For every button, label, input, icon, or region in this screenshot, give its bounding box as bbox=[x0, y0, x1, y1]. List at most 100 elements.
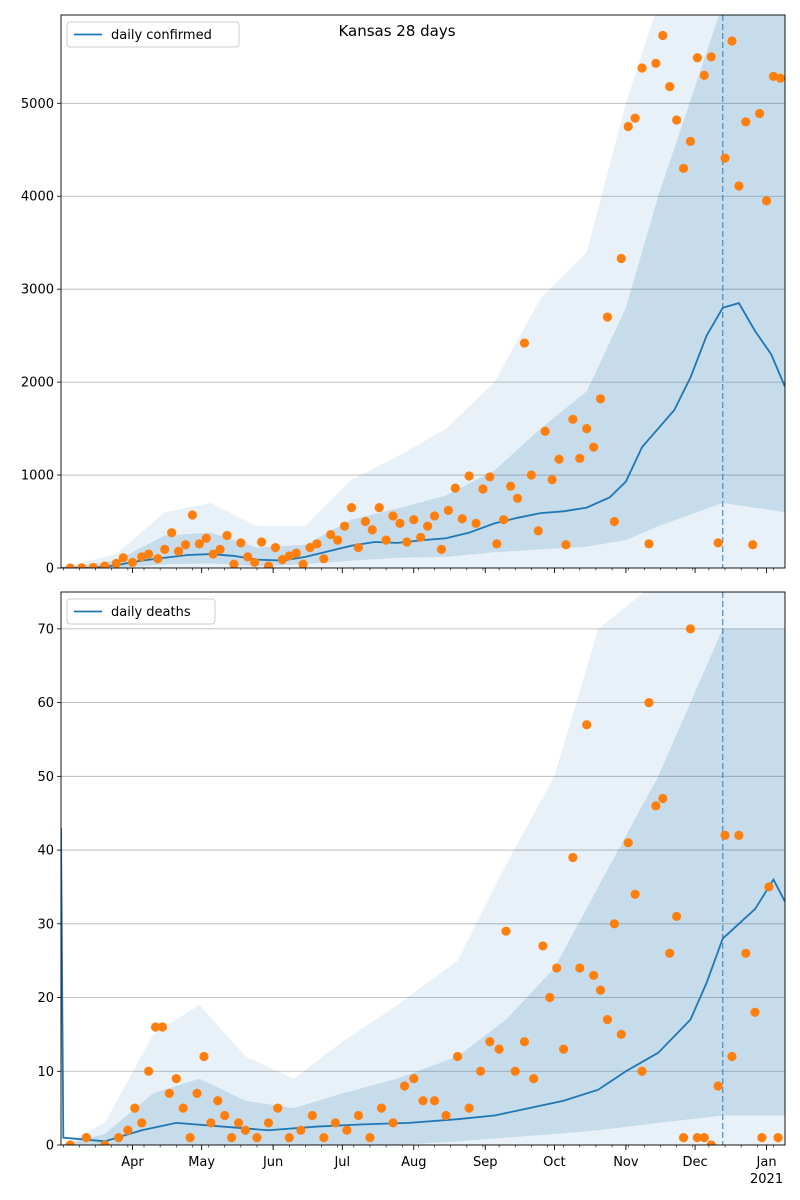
data-point bbox=[651, 801, 661, 811]
data-point bbox=[250, 557, 260, 568]
y-tick-label: 30 bbox=[37, 917, 54, 932]
data-point bbox=[519, 338, 530, 348]
data-point bbox=[409, 515, 419, 525]
data-point bbox=[153, 554, 163, 564]
data-point bbox=[575, 963, 585, 973]
data-point bbox=[540, 426, 550, 436]
data-point bbox=[206, 1118, 216, 1128]
data-point bbox=[720, 153, 730, 163]
data-point bbox=[492, 539, 502, 549]
data-point bbox=[333, 535, 343, 545]
data-point bbox=[499, 515, 509, 525]
data-point bbox=[665, 81, 675, 92]
data-point bbox=[187, 510, 198, 520]
data-point bbox=[775, 73, 785, 83]
data-point bbox=[616, 1029, 626, 1039]
chart-title: Kansas 28 days bbox=[338, 22, 455, 40]
data-point bbox=[298, 559, 308, 568]
data-point bbox=[485, 1037, 495, 1047]
data-point bbox=[157, 1022, 168, 1032]
x-tick-label: Sep bbox=[473, 1155, 498, 1170]
data-point bbox=[291, 548, 301, 558]
data-point bbox=[429, 511, 440, 521]
inner-confidence-band bbox=[61, 15, 785, 568]
data-point bbox=[160, 544, 170, 555]
data-point bbox=[111, 558, 121, 568]
data-point bbox=[494, 1044, 504, 1054]
data-point bbox=[545, 992, 555, 1003]
data-point bbox=[436, 544, 447, 555]
data-point bbox=[443, 505, 453, 515]
data-point bbox=[623, 121, 633, 132]
data-point bbox=[222, 530, 232, 541]
data-point bbox=[692, 1133, 702, 1143]
data-point bbox=[589, 442, 599, 452]
confirmed-panel: 0 1000 2000 3000 4000 5000 daily confirmed bbox=[21, 14, 786, 577]
data-point bbox=[409, 1074, 419, 1084]
data-point bbox=[192, 1088, 202, 1098]
y-tick-label: 3000 bbox=[21, 283, 54, 298]
data-point bbox=[464, 471, 474, 481]
data-point bbox=[741, 117, 751, 127]
data-point bbox=[229, 559, 239, 568]
data-point bbox=[402, 537, 412, 547]
data-point bbox=[277, 555, 287, 565]
data-point bbox=[748, 540, 758, 550]
data-point bbox=[236, 538, 246, 548]
data-point bbox=[77, 563, 87, 568]
data-point bbox=[501, 926, 511, 936]
data-point bbox=[713, 1081, 723, 1091]
data-point bbox=[552, 963, 562, 973]
inner-confidence-band bbox=[61, 628, 785, 1145]
data-point bbox=[672, 115, 682, 125]
data-point bbox=[243, 552, 253, 562]
data-point bbox=[114, 1133, 124, 1143]
legend-box bbox=[66, 598, 216, 625]
data-point bbox=[450, 483, 460, 493]
data-point bbox=[416, 532, 426, 542]
data-point bbox=[526, 470, 536, 480]
data-point bbox=[644, 698, 654, 708]
data-point bbox=[381, 535, 391, 545]
data-point bbox=[658, 30, 668, 41]
data-point bbox=[263, 561, 274, 568]
data-point bbox=[699, 1133, 709, 1143]
data-point bbox=[270, 542, 281, 553]
outer-confidence-band bbox=[61, 15, 785, 568]
data-point bbox=[699, 70, 709, 81]
data-point bbox=[342, 1125, 352, 1135]
data-point bbox=[263, 1118, 274, 1128]
data-point bbox=[589, 970, 599, 981]
data-point bbox=[476, 1066, 486, 1076]
data-point bbox=[365, 1133, 375, 1143]
plot-area bbox=[61, 15, 785, 568]
data-point bbox=[761, 196, 772, 206]
data-point bbox=[582, 720, 592, 730]
y-tick-label: 5000 bbox=[21, 97, 54, 112]
data-point bbox=[130, 1103, 140, 1113]
data-point bbox=[706, 52, 716, 62]
data-point bbox=[185, 1133, 195, 1143]
data-point bbox=[215, 544, 225, 555]
data-point bbox=[388, 1118, 398, 1128]
data-point bbox=[609, 919, 619, 929]
data-point bbox=[568, 852, 578, 863]
data-point bbox=[644, 539, 654, 549]
data-point bbox=[65, 563, 75, 568]
data-point bbox=[388, 511, 398, 521]
x-tick-label: Jun bbox=[262, 1155, 283, 1170]
data-point bbox=[326, 529, 336, 540]
data-point bbox=[538, 941, 548, 951]
data-point bbox=[623, 838, 633, 848]
data-point bbox=[208, 549, 218, 559]
data-point bbox=[692, 53, 702, 63]
legend-box bbox=[66, 21, 240, 48]
data-point bbox=[296, 1125, 306, 1135]
data-point bbox=[568, 414, 578, 424]
data-point bbox=[685, 624, 696, 634]
y-tick-label: 4000 bbox=[21, 190, 54, 205]
data-point bbox=[755, 108, 765, 119]
data-point bbox=[423, 521, 433, 531]
data-point bbox=[741, 948, 751, 958]
data-point bbox=[651, 58, 661, 68]
